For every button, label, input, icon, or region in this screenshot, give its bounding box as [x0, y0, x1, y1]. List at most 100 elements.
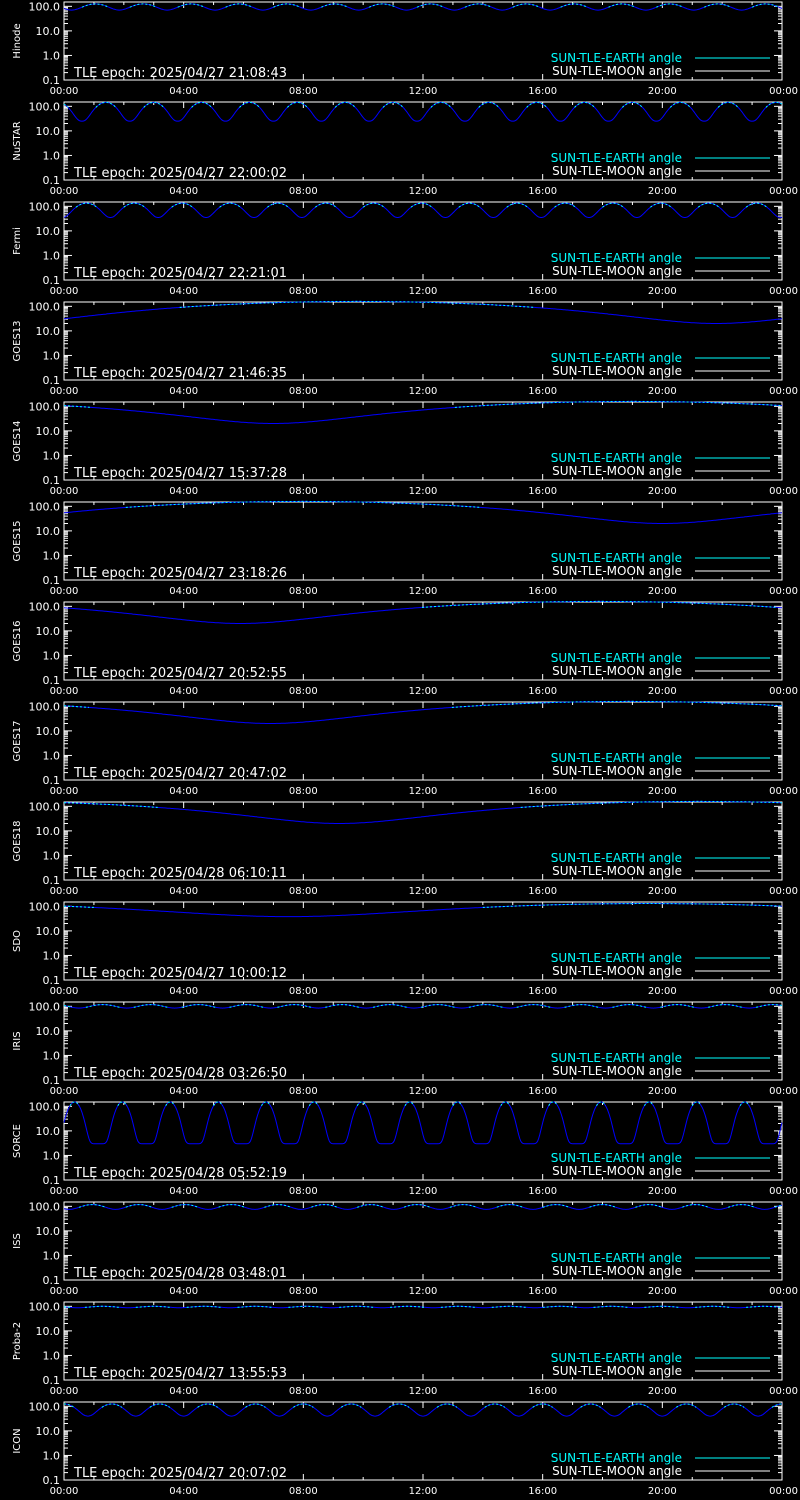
- x-tick-label: 00:00: [769, 1186, 798, 1197]
- sun-earth-angle-line: [63, 1403, 783, 1417]
- sun-earth-angle-highlight: [171, 202, 193, 208]
- x-tick-label: 20:00: [648, 886, 677, 897]
- sun-earth-angle-highlight: [482, 903, 783, 908]
- sun-earth-angle-highlight: [390, 1305, 427, 1308]
- sun-earth-angle-highlight: [171, 1204, 199, 1208]
- y-tick-label: 10.0: [36, 425, 61, 438]
- chart-svg: 0.1 1.0 10.0 100.0 00:00 04:00 08:00 12:00 16:00…: [12, 0, 798, 97]
- legend-earth-label: SUN-TLE-EARTH angle: [551, 451, 682, 465]
- sun-earth-angle-highlight: [95, 101, 117, 108]
- satellite-name-label: GOES17: [12, 720, 23, 761]
- satellite-name-label: IRIS: [12, 1031, 23, 1050]
- sun-earth-angle-highlight: [644, 1305, 681, 1308]
- x-tick-label: 16:00: [528, 186, 557, 197]
- y-tick-label: 100.0: [29, 1000, 61, 1013]
- satellite-name-label: GOES15: [12, 520, 23, 561]
- x-tick-label: 16:00: [528, 86, 557, 97]
- sun-earth-angle-line: [63, 101, 783, 122]
- tle-epoch-text: TLE epoch: 2025/04/27 15:37:28: [73, 466, 287, 481]
- legend-moon-label: SUN-TLE-MOON angle: [552, 264, 682, 278]
- legend-earth-label: SUN-TLE-EARTH angle: [551, 951, 682, 965]
- satellite-name-label: Hinode: [12, 23, 23, 58]
- tle-epoch-text: TLE epoch: 2025/04/27 20:47:02: [73, 766, 287, 781]
- sun-earth-angle-highlight: [691, 1101, 702, 1106]
- y-tick-label: 1.0: [43, 1449, 61, 1462]
- panel-goes18: 0.1 1.0 10.0 100.0 00:00 04:00 08:00 12:00 16:00…: [0, 800, 800, 900]
- legend-moon-label: SUN-TLE-MOON angle: [552, 864, 682, 878]
- sun-earth-angle-highlight: [218, 1204, 245, 1208]
- panel-goes16: 0.1 1.0 10.0 100.0 00:00 04:00 08:00 12:00 16:00…: [0, 600, 800, 700]
- sun-earth-angle-highlight: [574, 101, 595, 108]
- sun-earth-angle-highlight: [177, 3, 205, 8]
- legend-moon-label: SUN-TLE-MOON angle: [552, 664, 682, 678]
- x-tick-label: 08:00: [289, 286, 318, 297]
- sun-earth-angle-highlight: [416, 3, 445, 8]
- y-tick-label: 100.0: [29, 1400, 61, 1413]
- x-tick-label: 08:00: [289, 886, 318, 897]
- sun-earth-angle-highlight: [532, 1403, 553, 1408]
- panel-sdo: 0.1 1.0 10.0 100.0 00:00 04:00 08:00 12:00 16:00…: [0, 900, 800, 1000]
- sun-earth-angle-highlight: [339, 1305, 376, 1308]
- sun-earth-angle-highlight: [628, 1403, 649, 1408]
- y-tick-label: 1.0: [43, 349, 61, 362]
- sun-earth-angle-highlight: [468, 1004, 503, 1008]
- chart-svg: 0.1 1.0 10.0 100.0 00:00 04:00 08:00 12:00 16:00…: [12, 900, 798, 997]
- sun-earth-angle-highlight: [133, 1004, 168, 1008]
- chart-svg: 0.1 1.0 10.0 100.0 00:00 04:00 08:00 12:00 16:00…: [12, 1100, 798, 1197]
- sun-earth-angle-highlight: [288, 1305, 325, 1308]
- sun-earth-angle-highlight: [325, 1004, 360, 1008]
- x-tick-label: 08:00: [289, 786, 318, 797]
- x-tick-label: 04:00: [169, 886, 198, 897]
- sun-earth-angle-highlight: [267, 202, 289, 208]
- chart-svg: 0.1 1.0 10.0 100.0 00:00 04:00 08:00 12:00 16:00…: [12, 100, 798, 197]
- sun-earth-angle-highlight: [452, 1101, 463, 1106]
- sun-earth-angle-highlight: [125, 500, 481, 508]
- legend-earth-label: SUN-TLE-EARTH angle: [551, 1251, 682, 1265]
- tle-epoch-text: TLE epoch: 2025/04/27 13:55:53: [73, 1366, 287, 1381]
- x-tick-label: 16:00: [528, 786, 557, 797]
- y-tick-label: 10.0: [36, 825, 61, 838]
- sun-earth-angle-highlight: [245, 1403, 266, 1408]
- x-tick-label: 16:00: [528, 1486, 557, 1497]
- x-tick-label: 08:00: [289, 986, 318, 997]
- legend-earth-label: SUN-TLE-EARTH angle: [551, 1451, 682, 1465]
- sun-earth-angle-highlight: [373, 1004, 408, 1008]
- sun-earth-angle-highlight: [311, 1204, 338, 1208]
- sun-earth-angle-highlight: [660, 1004, 695, 1008]
- sun-earth-angle-highlight: [357, 1204, 385, 1208]
- y-tick-label: 0.1: [43, 174, 61, 187]
- legend-earth-label: SUN-TLE-EARTH angle: [551, 351, 682, 365]
- y-tick-label: 1.0: [43, 1149, 61, 1162]
- x-tick-label: 04:00: [169, 486, 198, 497]
- x-tick-label: 20:00: [648, 286, 677, 297]
- x-tick-label: 00:00: [769, 286, 798, 297]
- sun-earth-angle-highlight: [101, 1403, 123, 1408]
- x-tick-label: 20:00: [648, 1286, 677, 1297]
- panel-proba-2: 0.1 1.0 10.0 100.0 00:00 04:00 08:00 12:00 16:00…: [0, 1300, 800, 1400]
- x-tick-label: 16:00: [528, 886, 557, 897]
- y-tick-label: 10.0: [36, 25, 61, 38]
- x-tick-label: 16:00: [528, 386, 557, 397]
- sun-earth-angle-highlight: [728, 1204, 756, 1208]
- y-tick-label: 10.0: [36, 1025, 61, 1038]
- x-tick-label: 00:00: [769, 86, 798, 97]
- sun-earth-angle-highlight: [650, 202, 672, 208]
- chart-svg: 0.1 1.0 10.0 100.0 00:00 04:00 08:00 12:00 16:00…: [12, 600, 798, 697]
- sun-earth-angle-highlight: [403, 1204, 431, 1208]
- tle-epoch-text: TLE epoch: 2025/04/27 21:08:43: [73, 66, 287, 81]
- y-tick-label: 10.0: [36, 725, 61, 738]
- panel-fermi: 0.1 1.0 10.0 100.0 00:00 04:00 08:00 12:00 16:00…: [0, 200, 800, 300]
- sun-earth-angle-highlight: [186, 1305, 223, 1308]
- y-tick-label: 1.0: [43, 749, 61, 762]
- tle-epoch-text: TLE epoch: 2025/04/27 22:21:01: [73, 266, 287, 281]
- legend-moon-label: SUN-TLE-MOON angle: [552, 564, 682, 578]
- sun-earth-angle-highlight: [593, 1305, 630, 1308]
- sun-earth-angle-highlight: [643, 1101, 654, 1106]
- y-tick-label: 0.1: [43, 274, 61, 287]
- x-tick-label: 08:00: [289, 1086, 318, 1097]
- tle-epoch-text: TLE epoch: 2025/04/28 03:26:50: [73, 1066, 287, 1081]
- x-tick-label: 04:00: [169, 1086, 198, 1097]
- sun-earth-angle-highlight: [340, 1403, 362, 1408]
- chart-svg: 0.1 1.0 10.0 100.0 00:00 04:00 08:00 12:00 16:00…: [12, 300, 798, 397]
- x-tick-label: 12:00: [409, 286, 438, 297]
